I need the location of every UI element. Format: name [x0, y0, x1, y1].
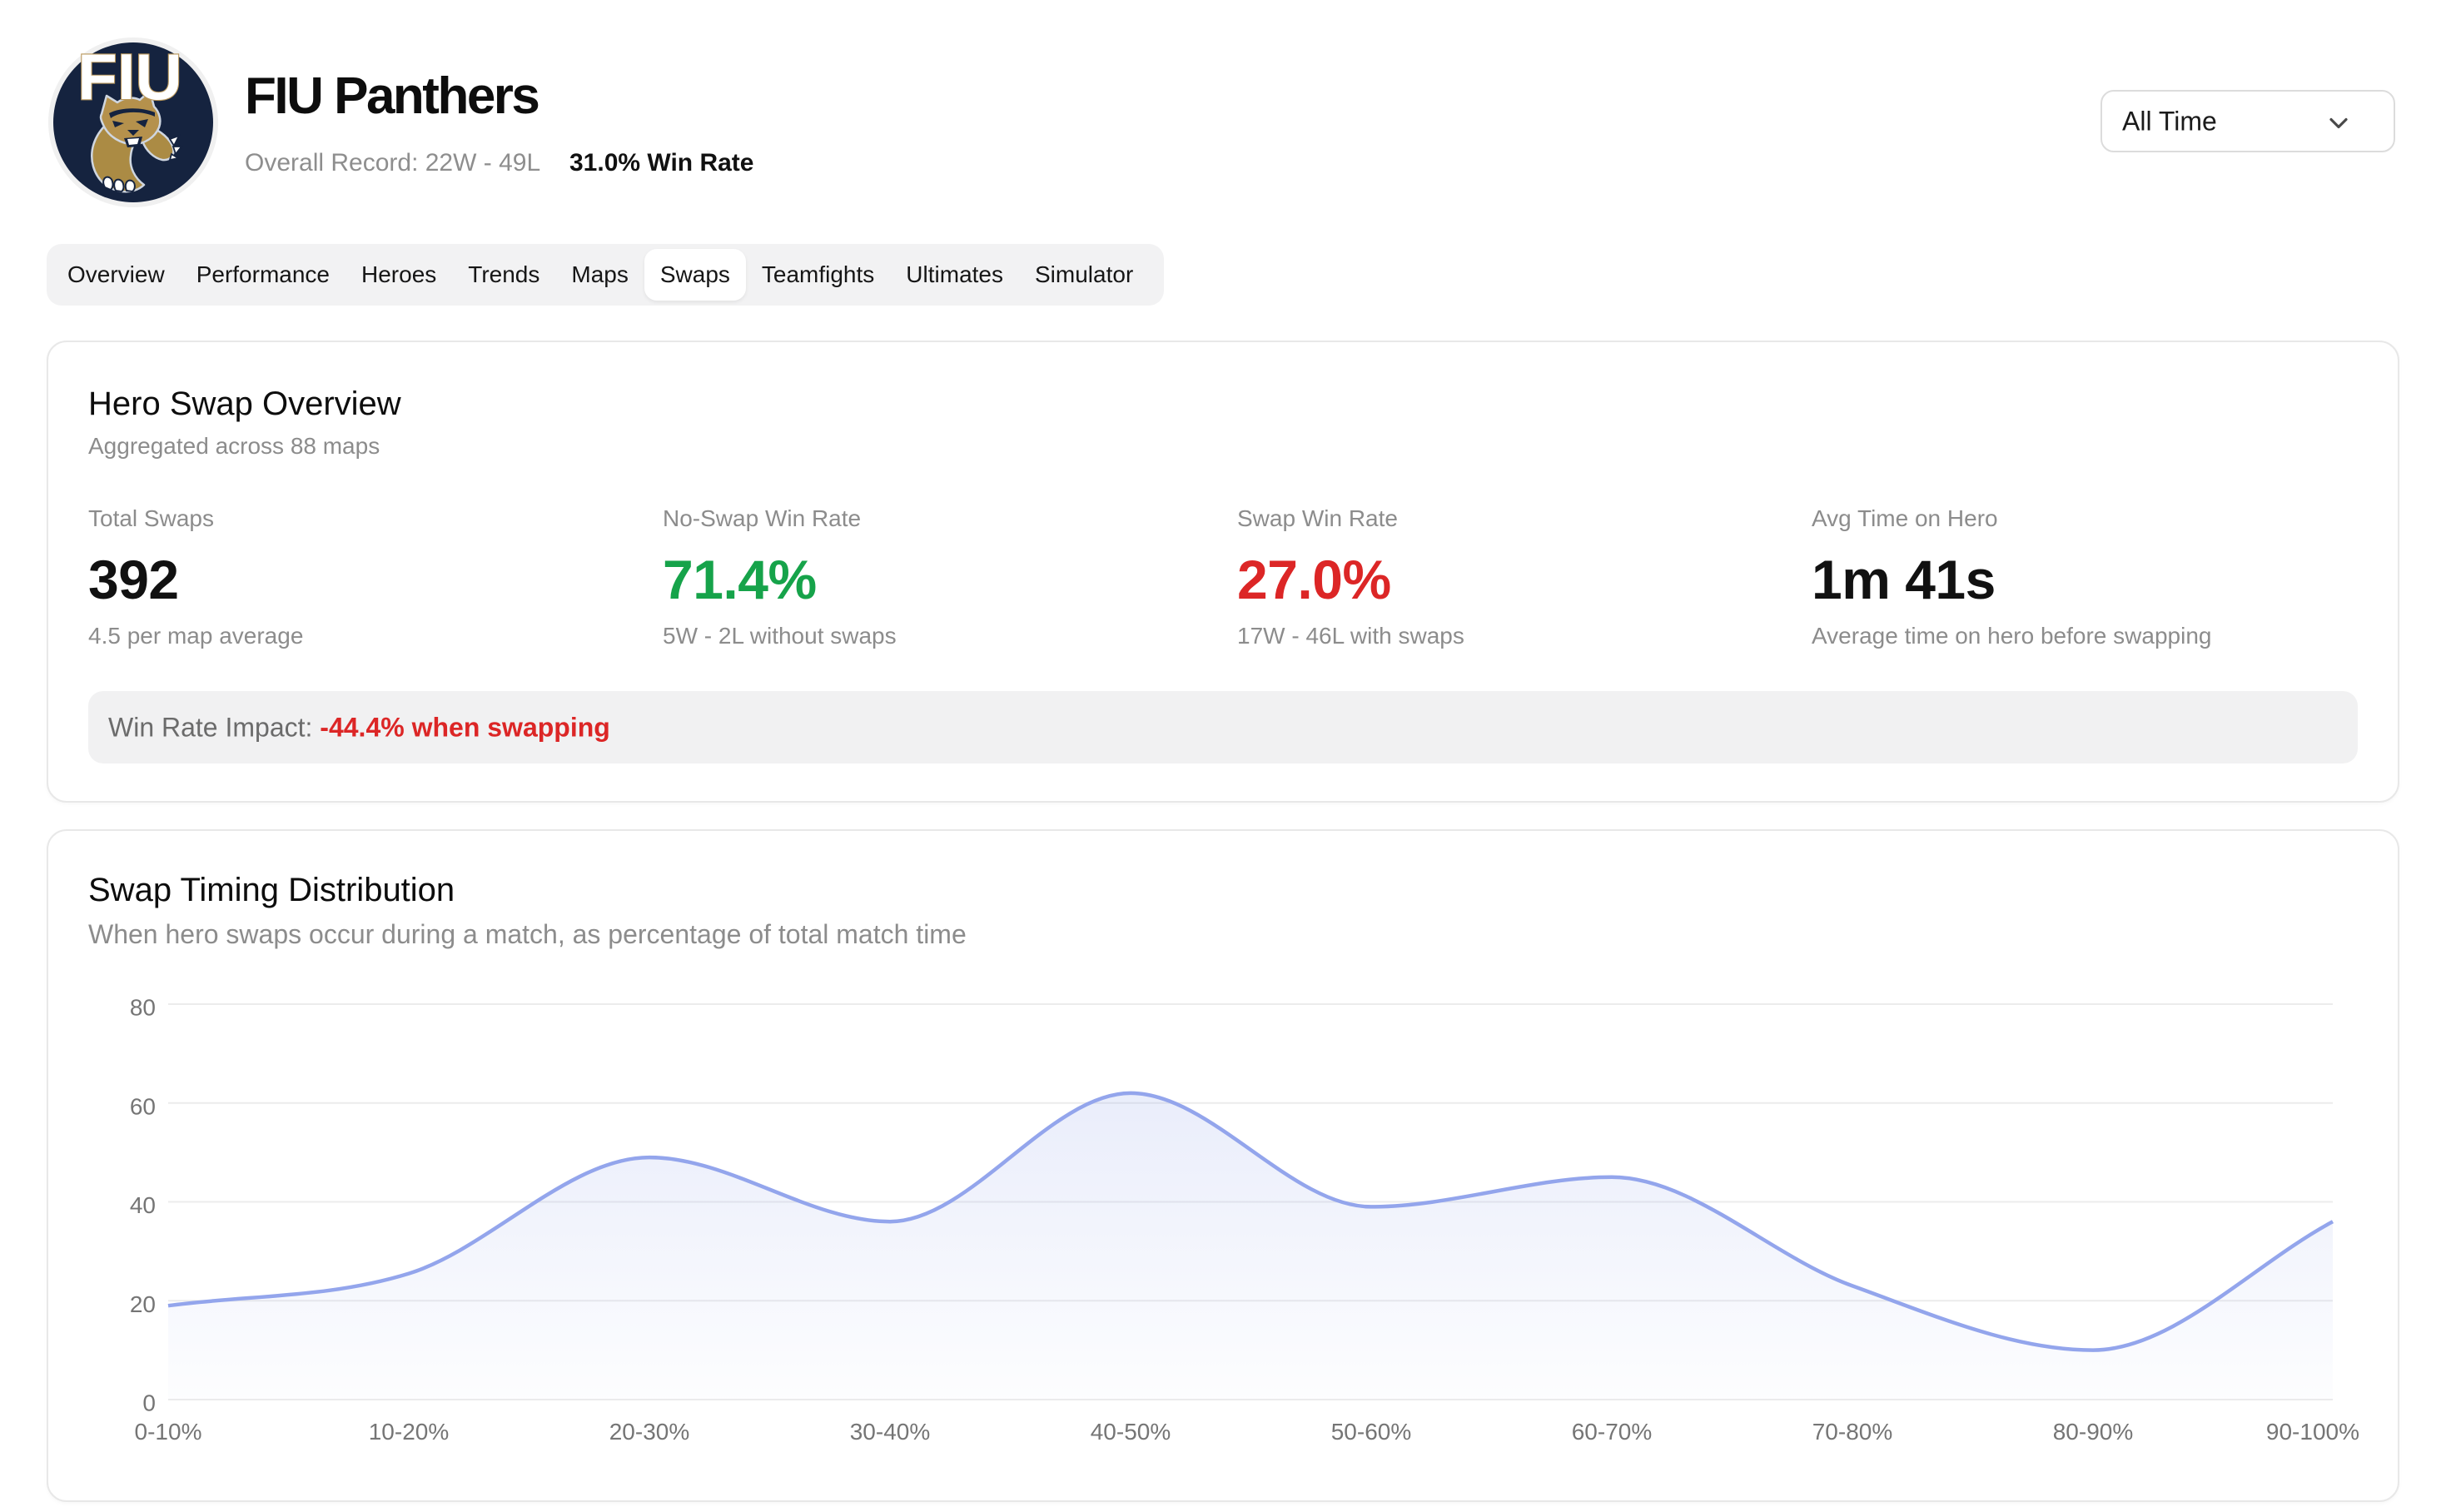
svg-text:0-10%: 0-10% — [135, 1419, 202, 1445]
svg-text:80-90%: 80-90% — [2053, 1419, 2134, 1445]
svg-text:0: 0 — [142, 1390, 156, 1416]
svg-text:40-50%: 40-50% — [1091, 1419, 1171, 1445]
svg-text:50-60%: 50-60% — [1331, 1419, 1412, 1445]
svg-text:60-70%: 60-70% — [1572, 1419, 1653, 1445]
svg-text:20: 20 — [130, 1291, 156, 1317]
svg-text:40: 40 — [130, 1192, 156, 1218]
svg-text:60: 60 — [130, 1093, 156, 1119]
svg-text:80: 80 — [130, 995, 156, 1021]
svg-text:10-20%: 10-20% — [369, 1419, 450, 1445]
svg-text:20-30%: 20-30% — [609, 1419, 690, 1445]
svg-text:70-80%: 70-80% — [1812, 1419, 1893, 1445]
svg-text:30-40%: 30-40% — [850, 1419, 931, 1445]
svg-text:90-100%: 90-100% — [2266, 1419, 2359, 1445]
svg-text:FIU: FIU — [77, 40, 182, 113]
